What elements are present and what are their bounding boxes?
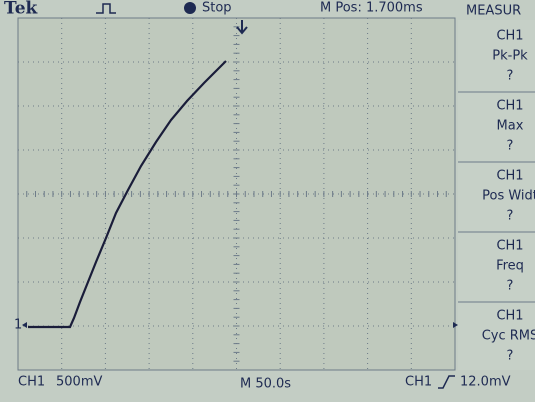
measure-value: ? — [507, 349, 514, 364]
trigger-slope — [438, 375, 455, 389]
menu-title: MEASUR — [466, 4, 521, 19]
measure-value: ? — [507, 279, 514, 294]
brand: Tek — [4, 0, 39, 19]
measure-source: CH1 — [496, 309, 523, 324]
measure-name: Freq — [496, 259, 524, 274]
measure-name: Max — [497, 119, 524, 134]
ground-marker: 1 — [14, 318, 22, 333]
channel: CH1 — [18, 375, 45, 390]
trigger-icon — [96, 3, 116, 14]
ground-arrow — [22, 322, 27, 328]
run-indicator — [184, 2, 196, 14]
measure-value: ? — [507, 209, 514, 224]
trigger-level-arrow — [453, 322, 458, 328]
measure-name: Cyc RMS — [482, 329, 535, 344]
measure-panel — [458, 20, 535, 370]
graticule — [17, 17, 456, 371]
trigger-level: 12.0mV — [460, 375, 511, 390]
measure-source: CH1 — [496, 29, 523, 44]
measure-name: Pk-Pk — [492, 49, 528, 64]
position: M Pos: 1.700ms — [320, 1, 423, 16]
measurements: CH1 Pk-Pk? CH1 Max? CH1 Pos Widt? CH1 Freq? CH1 C… — [458, 29, 535, 364]
measure-source: CH1 — [496, 99, 523, 114]
status: Stop — [202, 1, 232, 16]
measure-value: ? — [507, 69, 514, 84]
waveform-trace — [28, 60, 227, 329]
timebase: M 50.0s — [240, 377, 291, 392]
measure-source: CH1 — [496, 239, 523, 254]
trigger-source: CH1 — [405, 375, 432, 390]
measure-name: Pos Widt — [482, 189, 535, 204]
measure-value: ? — [507, 139, 514, 154]
volts-per-div: 500mV — [56, 375, 102, 390]
measure-source: CH1 — [496, 169, 523, 184]
trigger-position-marker — [236, 20, 248, 35]
